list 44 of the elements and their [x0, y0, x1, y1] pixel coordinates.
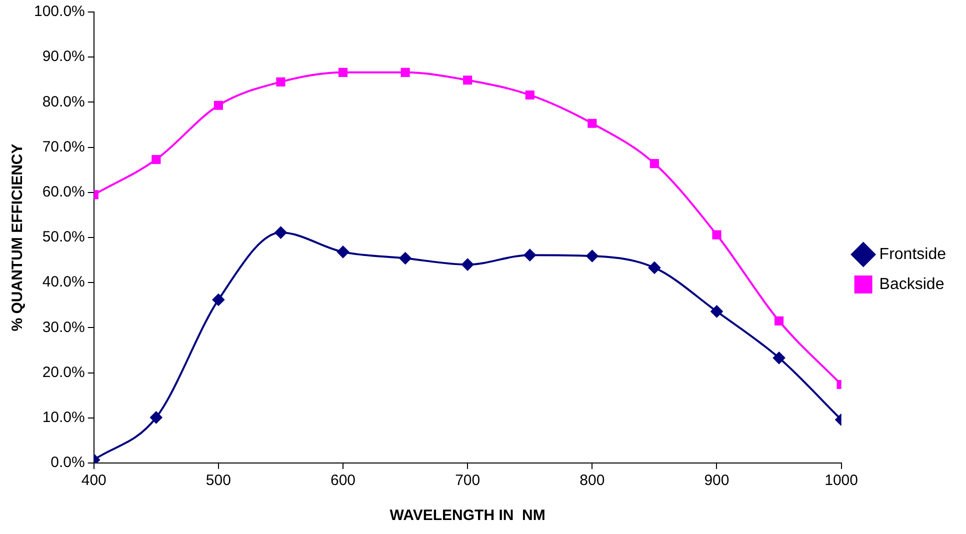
point	[586, 250, 598, 262]
x-tick-label: 600	[330, 472, 356, 490]
point	[712, 230, 722, 240]
y-tick-label: 70.0%	[42, 138, 85, 156]
point	[274, 226, 287, 239]
point	[588, 118, 597, 128]
y-tick-label: 100.0%	[34, 3, 85, 20]
point	[338, 68, 348, 77]
y-tick-label: 20.0%	[42, 364, 85, 381]
point	[774, 316, 784, 326]
point	[214, 100, 223, 110]
point	[463, 76, 472, 85]
x-tick-label: 800	[580, 472, 605, 490]
legend-label: Frontside	[879, 246, 946, 263]
y-tick-label: 90.0%	[42, 48, 85, 66]
point	[150, 411, 162, 424]
point	[648, 262, 660, 274]
point	[276, 77, 286, 86]
point	[462, 258, 474, 271]
point	[399, 252, 412, 264]
x-tick-label: 500	[206, 472, 231, 490]
point	[400, 68, 410, 77]
x-tick-label: 700	[455, 472, 480, 490]
y-tick-label: 40.0%	[42, 274, 85, 291]
y-tick-label: 10.0%	[42, 409, 85, 426]
x-axis-title: WAVELENGTH IN NM	[390, 507, 546, 524]
y-tick-label: 60.0%	[42, 184, 85, 201]
point	[650, 159, 659, 168]
x-tick-label: 900	[704, 472, 730, 490]
point	[524, 249, 536, 262]
point	[152, 154, 161, 164]
x-tick-label: 1000	[824, 472, 858, 490]
point	[212, 294, 224, 306]
y-tick-label: 50.0%	[42, 228, 85, 246]
y-tick-label: 0.0%	[50, 454, 85, 472]
point	[337, 246, 350, 258]
point	[773, 352, 786, 364]
point	[710, 305, 723, 318]
point	[525, 90, 534, 100]
legend-label: Backside	[879, 276, 944, 293]
y-axis-title: % QUANTUM EFFICIENCY	[9, 144, 26, 332]
y-tick-label: 30.0%	[42, 318, 85, 336]
x-tick-label: 400	[81, 472, 106, 490]
y-tick-label: 80.0%	[42, 93, 85, 110]
